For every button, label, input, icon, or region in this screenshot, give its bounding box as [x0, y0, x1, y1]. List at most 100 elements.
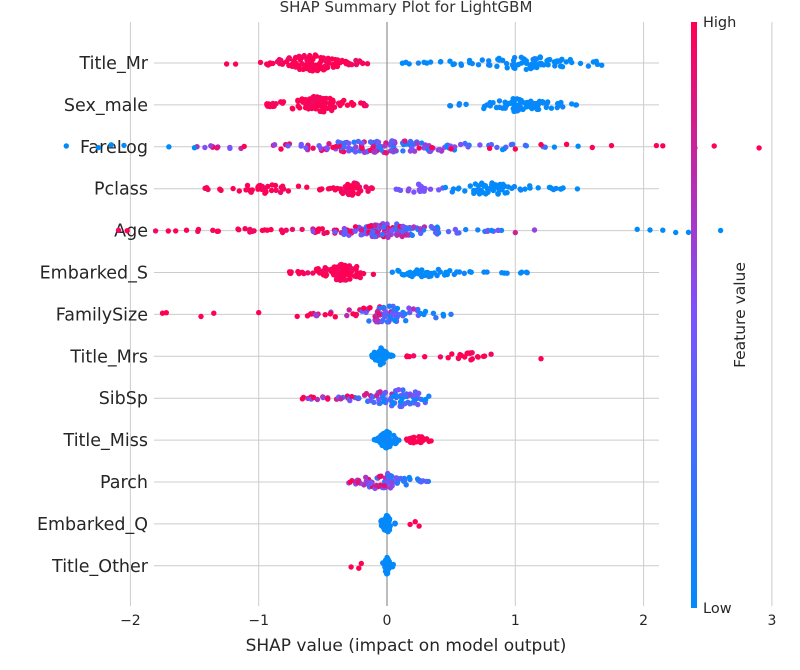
shap-point — [163, 310, 169, 316]
shap-point — [223, 61, 230, 67]
shap-point — [359, 145, 365, 151]
shap-point — [527, 104, 534, 110]
shap-point — [545, 62, 551, 68]
shap-point — [273, 187, 279, 193]
shap-point — [390, 393, 396, 400]
shap-point — [475, 227, 481, 233]
shap-point — [370, 271, 377, 277]
shap-point — [512, 229, 518, 236]
shap-point — [517, 99, 524, 106]
shap-point — [387, 314, 393, 321]
shap-point — [342, 265, 348, 272]
shap-point — [416, 390, 422, 396]
shap-point — [198, 313, 204, 320]
shap-point — [415, 306, 421, 313]
shap-point — [330, 61, 336, 68]
shap-point — [522, 142, 529, 148]
shap-point — [660, 143, 666, 149]
shap-point — [717, 227, 724, 234]
shap-point — [247, 228, 253, 234]
shap-point — [491, 182, 498, 188]
shap-point — [259, 227, 266, 234]
shap-point — [477, 142, 483, 148]
shap-point — [532, 61, 539, 67]
shap-point — [559, 56, 565, 62]
shap-point — [299, 269, 305, 275]
shap-point — [494, 144, 500, 151]
shap-point — [472, 181, 479, 187]
shap-point — [271, 142, 278, 148]
shap-point — [298, 141, 304, 148]
shap-point — [321, 230, 327, 237]
shap-point — [402, 138, 408, 144]
shap-point — [328, 103, 334, 110]
shap-point — [400, 223, 406, 230]
shap-point — [515, 61, 522, 68]
shap-point — [393, 475, 400, 481]
shap-point — [121, 142, 127, 149]
shap-point — [335, 139, 341, 145]
shap-point — [510, 101, 517, 107]
shap-point — [449, 189, 455, 195]
shap-point — [312, 52, 318, 58]
shap-point — [314, 268, 320, 274]
shap-point — [325, 396, 331, 402]
shap-point — [244, 182, 251, 189]
feature-label: Embarked_Q — [37, 515, 148, 535]
shap-point — [293, 54, 299, 61]
shap-point — [463, 101, 469, 108]
shap-point — [456, 230, 462, 236]
shap-point — [448, 311, 454, 317]
shap-point — [152, 228, 159, 234]
shap-point — [381, 143, 388, 149]
shap-point — [380, 356, 386, 363]
shap-point — [290, 106, 296, 112]
shap-point — [574, 186, 581, 192]
shap-point — [585, 63, 592, 69]
shap-point — [360, 60, 366, 67]
shap-point — [407, 269, 413, 275]
shap-point — [469, 356, 475, 362]
shap-point — [383, 150, 389, 156]
shap-point — [447, 103, 453, 109]
shap-point — [367, 397, 373, 404]
shap-point — [314, 227, 321, 233]
shap-point — [480, 353, 487, 360]
shap-point — [304, 184, 310, 190]
shap-point — [419, 186, 425, 193]
shap-point — [352, 224, 359, 230]
x-tick-label: 1 — [511, 613, 520, 629]
feature-label: Sex_male — [64, 96, 148, 116]
shap-point — [347, 61, 353, 67]
shap-point — [416, 523, 422, 529]
shap-point — [320, 95, 327, 102]
shap-point — [377, 439, 383, 446]
shap-point — [433, 315, 439, 321]
shap-point — [286, 55, 292, 61]
shap-point — [262, 190, 268, 196]
shap-point — [333, 273, 340, 280]
shap-point — [285, 143, 291, 149]
shap-point — [230, 185, 236, 192]
shap-point — [394, 480, 400, 486]
shap-point — [448, 146, 454, 152]
shap-point — [313, 312, 319, 318]
shap-point — [590, 59, 597, 65]
shap-point — [322, 312, 328, 318]
shap-point — [297, 56, 304, 62]
shap-point — [261, 185, 267, 191]
shap-point — [385, 529, 391, 535]
shap-point — [63, 143, 69, 149]
shap-point — [366, 318, 372, 324]
shap-point — [323, 145, 330, 151]
shap-point — [475, 61, 482, 68]
shap-point — [324, 65, 330, 71]
shap-point — [451, 271, 457, 278]
shap-point — [375, 139, 382, 145]
shap-point — [416, 145, 422, 151]
shap-point — [344, 102, 351, 108]
shap-point — [384, 570, 390, 576]
shap-point — [319, 226, 325, 232]
shap-point — [417, 226, 423, 232]
shap-point — [485, 189, 491, 195]
